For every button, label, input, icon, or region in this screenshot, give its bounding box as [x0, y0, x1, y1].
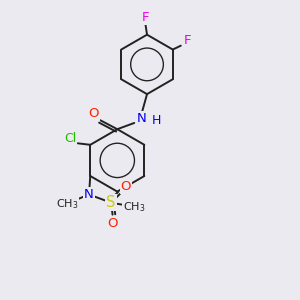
Text: Cl: Cl — [64, 132, 76, 145]
Text: O: O — [88, 107, 99, 120]
Text: S: S — [106, 195, 116, 210]
Text: F: F — [184, 34, 191, 46]
Text: CH$_3$: CH$_3$ — [123, 200, 145, 214]
Text: N: N — [137, 112, 147, 125]
Text: O: O — [121, 180, 131, 193]
Text: H: H — [151, 114, 160, 128]
Text: F: F — [142, 11, 149, 24]
Text: O: O — [107, 217, 118, 230]
Text: CH$_3$: CH$_3$ — [56, 197, 79, 211]
Text: N: N — [84, 188, 94, 201]
